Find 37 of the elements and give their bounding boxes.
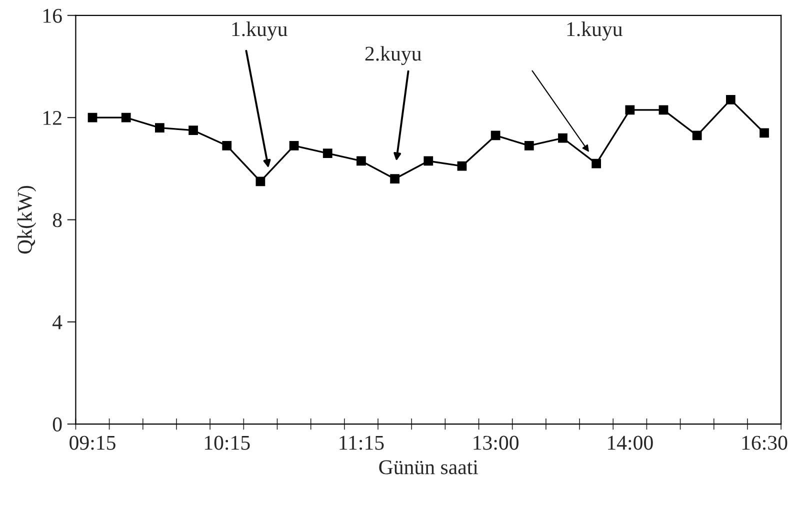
point xyxy=(760,128,769,138)
point xyxy=(222,140,232,150)
point xyxy=(88,112,98,122)
y-tick-label: 4 xyxy=(52,315,62,330)
point xyxy=(457,161,467,171)
y-tick-label: 8 xyxy=(52,213,62,228)
point xyxy=(658,105,668,115)
point xyxy=(356,156,366,166)
point xyxy=(558,133,568,143)
annotation: 1.kuyu xyxy=(232,22,288,40)
x-tick-label: 16:30 xyxy=(742,436,788,450)
point xyxy=(726,95,736,104)
point xyxy=(390,174,400,184)
x-tick-label: 11:15 xyxy=(340,436,384,450)
y-tick-label: 16 xyxy=(44,8,62,23)
x-tick-label: 14:00 xyxy=(608,436,653,450)
annotation: 1.kuyu xyxy=(567,22,622,40)
y-tick-label: 0 xyxy=(52,417,62,432)
x-axis-title: Günün saati xyxy=(379,460,478,474)
point xyxy=(692,130,702,140)
point xyxy=(188,126,198,136)
point xyxy=(592,158,602,168)
y-tick-label: 12 xyxy=(44,111,62,125)
point xyxy=(322,148,332,158)
x-tick-label: 09:15 xyxy=(70,436,116,450)
point xyxy=(524,140,534,150)
point xyxy=(121,112,131,122)
annotation: 2.kuyu xyxy=(365,46,422,66)
point xyxy=(256,176,266,186)
point xyxy=(289,140,299,150)
point xyxy=(424,156,434,166)
point xyxy=(155,123,164,132)
point xyxy=(625,105,635,115)
x-tick-label: 10:15 xyxy=(204,436,250,450)
y-axis-title: Qk(kW) xyxy=(17,186,36,254)
point xyxy=(490,130,500,140)
x-tick-label: 13:00 xyxy=(474,436,518,450)
